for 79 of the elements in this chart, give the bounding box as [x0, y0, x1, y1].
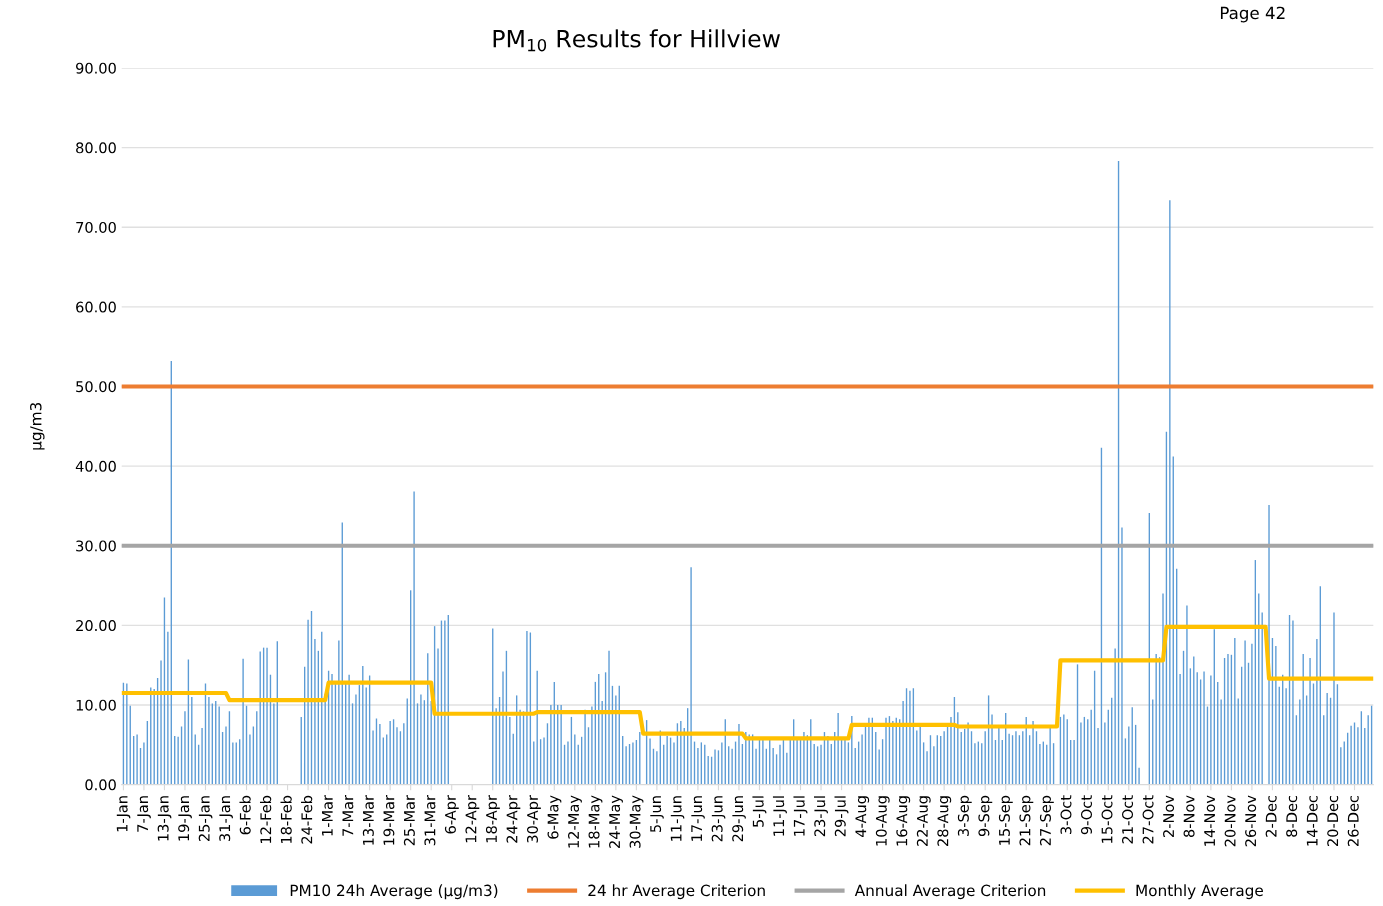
x-tick-label: 5-Jun: [650, 796, 664, 833]
x-tick-label: 6-Feb: [239, 795, 251, 835]
x-tick-label: 27-Sep: [1039, 795, 1054, 846]
x-tick-label: 5-Jul: [752, 796, 767, 827]
x-tick-label: 3-Sep: [957, 795, 972, 836]
y-tick-label: 0.00: [85, 779, 116, 791]
x-tick-label: 29-Jul: [834, 796, 849, 837]
x-tick-label: 11-Jun: [670, 796, 685, 841]
x-tick-label: 19-Jan: [178, 796, 192, 841]
x-tick-label: 9-Oct: [1080, 795, 1092, 835]
x-tick-label: 17-Jun: [691, 796, 705, 841]
x-tick-label: 31-Mar: [424, 795, 436, 846]
x-tick-label: 7-Jan: [137, 796, 151, 832]
y-tick-label: 20.00: [76, 620, 116, 632]
y-axis-title: µg/m3: [30, 402, 45, 450]
x-tick-label: 14-Nov: [1204, 795, 1216, 846]
y-tick-label: 50.00: [76, 381, 116, 393]
y-tick-label: 60.00: [76, 301, 116, 313]
y-tick-label: 90.00: [76, 62, 116, 74]
x-tick-label: 12-May: [568, 795, 582, 848]
text: Page 42: [1220, 6, 1285, 23]
x-tick-label: 30-Apr: [526, 795, 541, 843]
x-tick-label: 25-Jan: [198, 796, 213, 842]
x-tick-label: 6-Apr: [444, 795, 459, 834]
line-series: [121, 624, 1374, 741]
y-tick-label: 40.00: [75, 460, 116, 472]
x-tick-label: 20-Dec: [1327, 795, 1339, 846]
x-tick-label: 20-Nov: [1224, 795, 1236, 847]
x-tick-label: 22-Aug: [916, 796, 931, 846]
x-tick-label: 26-Nov: [1245, 795, 1257, 847]
x-tick-label: 24-Apr: [506, 795, 521, 843]
x-tick-label: 30-May: [629, 795, 644, 848]
x-tick-label: 9-Sep: [978, 795, 993, 837]
x-tick-label: 23-Jul: [813, 796, 828, 837]
legend-label: Monthly Average: [1136, 884, 1263, 900]
x-tick-label: 1-Mar: [321, 795, 333, 836]
x-tick-label: 15-Oct: [1101, 795, 1113, 843]
x-tick-label: 28-Aug: [937, 796, 952, 846]
x-tick-label: 27-Oct: [1142, 795, 1154, 844]
x-tick-label: 31-Jan: [219, 796, 233, 842]
y-tick-label: 10.00: [76, 699, 116, 711]
y-tick-label: 30.00: [76, 540, 116, 552]
x-tick-label: 25-Mar: [403, 795, 415, 846]
x-tick-label: 6-May: [547, 795, 562, 839]
x-tick-label: 23-Jun: [711, 796, 726, 842]
x-tick-label: 21-Sep: [1019, 795, 1034, 846]
x-tick-label: 29-Jun: [732, 796, 746, 842]
chart-title: PM$_{10}$ Results for Hillview: [493, 29, 780, 52]
y-tick-label: 70.00: [76, 221, 116, 233]
x-tick-label: 4-Aug: [855, 796, 870, 837]
x-tick-label: 18-May: [588, 795, 603, 848]
x-tick-label: 2-Dec: [1265, 795, 1277, 837]
x-tick-label: 24-May: [609, 795, 623, 848]
x-tick-label: 26-Dec: [1347, 795, 1359, 846]
x-tick-label: 8-Dec: [1286, 795, 1298, 837]
y-tick-label: 80.00: [76, 142, 116, 154]
x-tick-label: 2-Nov: [1163, 795, 1175, 837]
x-tick-label: 15-Sep: [998, 795, 1013, 845]
legend-label: Annual Average Criterion: [854, 884, 1046, 900]
legend-label: PM10 24h Average (µg/m3): [290, 884, 498, 900]
x-tick-label: 7-Mar: [342, 795, 354, 836]
x-tick-label: 16-Aug: [896, 796, 911, 846]
x-tick-label: 11-Jul: [772, 796, 787, 836]
x-tick-label: 17-Jul: [793, 796, 808, 836]
x-tick-label: 13-Mar: [362, 795, 374, 845]
x-tick-label: 12-Feb: [259, 795, 272, 844]
x-tick-label: 8-Nov: [1183, 795, 1195, 838]
x-tick-label: 19-Mar: [383, 795, 395, 845]
x-tick-label: 18-Apr: [485, 795, 500, 843]
legend-label: 24 hr Average Criterion: [588, 884, 765, 900]
x-tick-label: 10-Aug: [875, 796, 890, 846]
x-tick-label: 13-Jan: [157, 796, 172, 841]
x-tick-label: 21-Oct: [1122, 795, 1134, 844]
x-tick-label: 14-Dec: [1306, 795, 1318, 846]
x-tick-label: 1-Jan: [116, 796, 131, 832]
x-tick-label: 24-Feb: [301, 795, 313, 844]
x-tick-label: 18-Feb: [280, 795, 292, 844]
x-tick-label: 12-Apr: [465, 795, 480, 843]
x-tick-label: 3-Oct: [1060, 795, 1072, 835]
